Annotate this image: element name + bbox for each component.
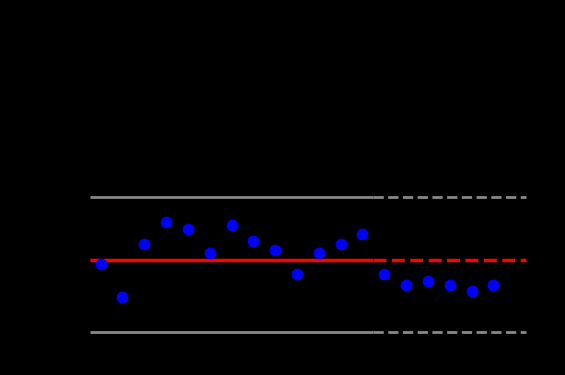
Point [184,226,193,232]
Point [358,231,367,237]
Point [336,241,345,247]
Point [445,282,454,288]
Point [227,222,236,228]
Point [249,238,258,244]
Point [271,248,280,254]
Point [140,241,149,247]
Point [380,271,389,277]
Point [162,219,171,225]
Point [96,261,105,267]
Point [467,288,476,294]
Point [489,282,498,288]
Point [118,294,127,300]
Point [314,250,323,256]
Point [293,271,302,277]
Point [402,282,411,288]
Point [205,250,214,256]
Point [424,278,433,284]
